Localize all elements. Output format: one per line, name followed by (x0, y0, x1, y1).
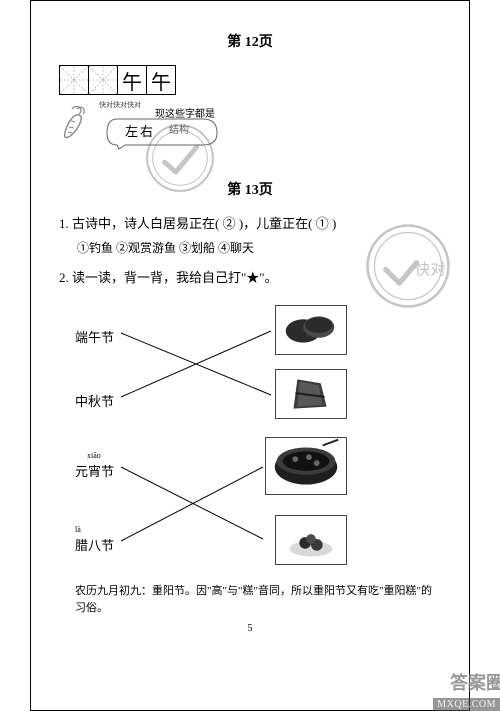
heading-page-13: 第 13页 (57, 179, 443, 199)
stamp-text: 快对 (415, 261, 446, 279)
page-number: 5 (57, 623, 443, 634)
grid-char: 午 (151, 66, 171, 95)
matching-lines-icon (57, 435, 443, 575)
cell-guides-icon (60, 66, 88, 94)
speech-bubble-area: 快对快对快对 现这些字都是 左右 结构 (57, 101, 443, 167)
carrot-icon (57, 103, 97, 143)
grid-cell (59, 65, 89, 95)
bubble-tiny-label: 快对快对快对 (99, 101, 141, 110)
matching-group-a: 端午节 中秋节 (57, 299, 443, 425)
corner-watermark: 答案圈 (450, 669, 500, 695)
character-grid: 午 午 (59, 65, 443, 95)
cell-guides-icon (89, 66, 117, 94)
stamp-watermark: 快对 (365, 223, 451, 309)
matching-lines-icon (57, 299, 443, 425)
url-watermark: MXQE.COM (433, 698, 500, 711)
page-frame: 第 12页 午 午 (30, 0, 470, 711)
footnote-text: 农历九月初九：重阳节。因"高"与"糕"音同，所以重阳节又有吃"重阳糕"的习俗。 (75, 583, 433, 617)
grid-cell: 午 (146, 65, 176, 95)
matching-group-b: xiāo 元宵节 là 腊八节 (57, 435, 443, 575)
grid-cell (88, 65, 118, 95)
grid-cell: 午 (117, 65, 147, 95)
grid-char: 午 (122, 66, 142, 95)
heading-page-12: 第 12页 (57, 31, 443, 51)
stamp-watermark (145, 123, 215, 193)
